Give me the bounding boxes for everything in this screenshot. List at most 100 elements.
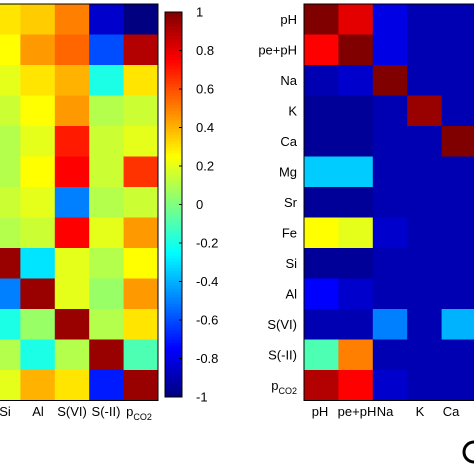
right-x-tick-label: pH (312, 404, 329, 419)
colorbar-segment (165, 84, 182, 88)
left-heatmap-cell (20, 34, 56, 66)
colorbar-segment (165, 357, 182, 362)
right-heatmap-cell (407, 156, 443, 188)
right-heatmap-cell (304, 309, 339, 340)
right-heatmap-cell (372, 95, 408, 127)
right-heatmap-cell (304, 217, 339, 249)
colorbar-segment (165, 75, 182, 79)
right-heatmap-cell (372, 309, 408, 340)
colorbar-segment (165, 42, 182, 46)
colorbar-tick-label: 0 (196, 197, 203, 212)
right-y-tick-label: S(-II) (268, 347, 297, 362)
colorbar-segment (165, 21, 182, 25)
right-y-tick-label: Ca (280, 134, 297, 149)
colorbar-segment (165, 216, 182, 220)
colorbar-segment (165, 330, 182, 335)
left-heatmap-cell (123, 65, 159, 96)
colorbar-segment (165, 168, 182, 172)
colorbar-segment (165, 207, 182, 211)
colorbar-segment (165, 45, 182, 49)
colorbar-segment (165, 60, 182, 64)
colorbar-segment (165, 252, 182, 257)
left-heatmap-cell (89, 156, 125, 188)
right-heatmap-cell (441, 4, 474, 35)
colorbar-segment (165, 378, 182, 383)
colorbar-tick-label: -0.4 (196, 274, 218, 289)
left-heatmap-cell (89, 339, 125, 371)
right-x-tick-label: Ca (443, 404, 460, 419)
colorbar-segment (165, 141, 182, 145)
colorbar-segment (165, 294, 182, 299)
colorbar-segment (165, 135, 182, 139)
right-heatmap-cell (407, 4, 443, 35)
left-heatmap-frame (0, 3, 159, 401)
right-heatmap-cell (407, 217, 443, 249)
right-heatmap-cell (407, 248, 443, 279)
colorbar-segment (165, 186, 182, 190)
left-x-tick-label: Al (32, 404, 44, 419)
colorbar-segment (165, 306, 182, 311)
right-heatmap-cell (338, 309, 374, 340)
colorbar-segment (165, 129, 182, 133)
colorbar-segment (165, 243, 182, 248)
colorbar-segment (165, 48, 182, 52)
colorbar-segment (165, 327, 182, 332)
colorbar-segment (165, 78, 182, 82)
colorbar-segment (165, 261, 182, 266)
right-heatmap-frame (303, 3, 474, 401)
right-heatmap-cell (304, 34, 339, 66)
colorbar-segment (165, 96, 182, 100)
left-heatmap-x-ticks: Si Al S(VI) S(-II) pCO2 (0, 404, 152, 422)
colorbar-segment (165, 108, 182, 112)
right-heatmap-y-ticks: pH pe+pH Na K Ca Mg Sr Fe Si Al S(VI) S(-II) pCO2 (258, 12, 297, 396)
left-heatmap-cell (54, 309, 90, 340)
left-heatmap-cell (54, 156, 90, 188)
colorbar-segment (165, 321, 182, 326)
right-heatmap-cell (407, 309, 443, 340)
right-heatmap-cell (304, 248, 339, 279)
right-heatmap-cell (441, 309, 474, 340)
colorbar-segment (165, 249, 182, 254)
right-heatmap-cell (338, 278, 374, 310)
right-x-tick-label: Na (377, 404, 394, 419)
colorbar-segment (165, 246, 182, 251)
colorbar-segment (165, 354, 182, 359)
right-heatmap-cell (304, 95, 339, 127)
right-heatmap-cell (407, 339, 443, 371)
colorbar-segment (165, 291, 182, 296)
left-heatmap-cell (89, 34, 125, 66)
left-heatmap-cell (20, 217, 56, 249)
colorbar-segment (165, 66, 182, 70)
right-y-tick-label: Al (285, 286, 297, 301)
colorbar-segment (165, 183, 182, 187)
left-x-tick-label: pCO2 (126, 404, 152, 422)
colorbar-tick-label: -1 (196, 390, 208, 405)
left-heatmap-cell (0, 248, 21, 279)
left-heatmap-cell (0, 370, 21, 401)
left-heatmap-cell (20, 126, 56, 157)
left-heatmap-cell (89, 370, 125, 401)
right-heatmap-cell (407, 95, 443, 127)
left-x-tick-label: S(VI) (57, 404, 87, 419)
left-heatmap-cell (54, 65, 90, 96)
colorbar-segment (165, 87, 182, 91)
left-heatmap-cell (0, 156, 21, 188)
colorbar-tick-label: 1 (196, 5, 203, 20)
colorbar: 1 0.8 0.6 0.4 0.2 0 -0.2 -0.4 -0.6 -0.8 -1 (164, 5, 218, 405)
colorbar-segment (165, 393, 182, 398)
left-heatmap-cell (20, 156, 56, 188)
colorbar-segment (165, 150, 182, 154)
right-heatmap-cell (372, 187, 408, 218)
colorbar-segment (165, 303, 182, 308)
left-heatmap-cell (89, 309, 125, 340)
right-heatmap-cell (407, 65, 443, 96)
right-heatmap-cell (338, 187, 374, 218)
left-heatmap-cell (54, 248, 90, 279)
colorbar-segment (165, 126, 182, 130)
left-heatmap-cell (20, 370, 56, 401)
right-heatmap-x-ticks: pH pe+pH Na K Ca (312, 404, 460, 419)
colorbar-segment (165, 390, 182, 395)
colorbar-segment (165, 12, 182, 16)
colorbar-segment (165, 375, 182, 380)
